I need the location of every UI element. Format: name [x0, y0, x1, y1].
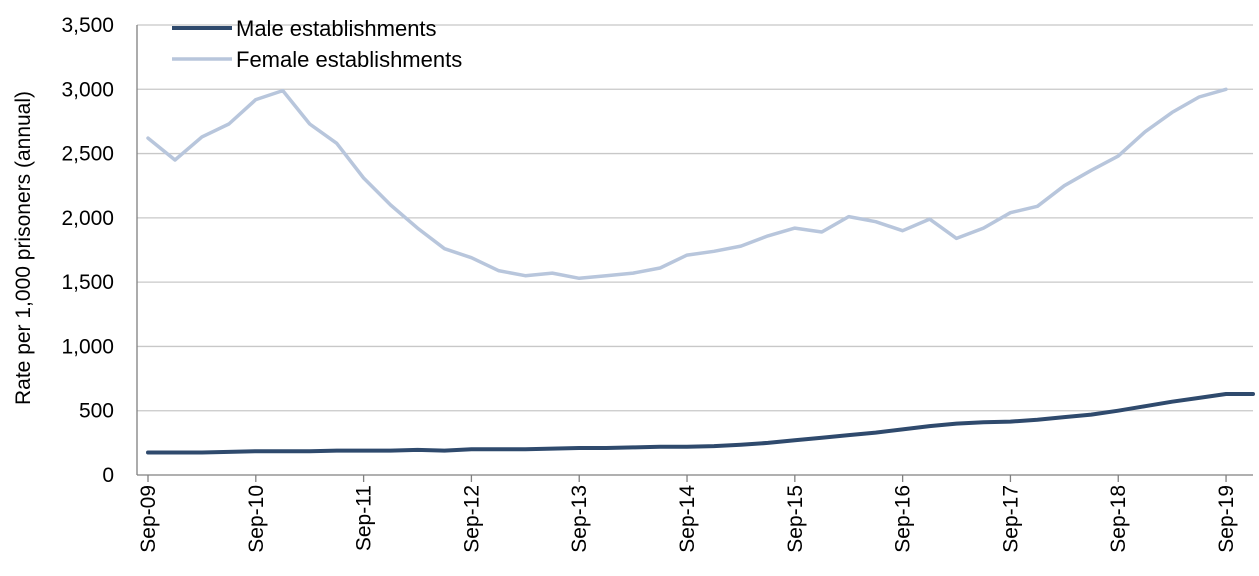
- y-tick-label: 0: [102, 464, 114, 487]
- x-tick-label: Sep-10: [245, 485, 268, 553]
- legend-label-male: Male establishments: [236, 16, 437, 41]
- x-tick-label: Sep-13: [568, 485, 591, 553]
- gridlines: [137, 24, 1253, 412]
- x-tick-label: Sep-12: [460, 485, 483, 553]
- x-tick-label: Sep-18: [1107, 485, 1130, 553]
- x-tick-label: Sep-09: [137, 485, 160, 553]
- x-tick-label: Sep-15: [784, 485, 807, 553]
- x-axis: Sep-09 Sep-10 Sep-11 Sep-12 Sep-13 Sep-14 Sep-…: [137, 474, 1253, 553]
- series-line-female: [146, 87, 1228, 281]
- y-tick-label: 1,000: [61, 335, 114, 358]
- x-tick-label: Sep-19: [1215, 485, 1238, 553]
- y-axis: 0 500 1,000 1,500 2,000 2,500 3,000 3,500: [61, 14, 138, 487]
- series-layer: [146, 87, 1255, 455]
- x-tick-label: Sep-11: [353, 485, 376, 551]
- x-tick-label: Sep-17: [999, 485, 1022, 553]
- y-tick-label: 2,500: [61, 143, 114, 166]
- y-tick-label: 1,500: [61, 271, 114, 294]
- y-axis-title: Rate per 1,000 prisoners (annual): [12, 91, 35, 405]
- y-tick-label: 2,000: [61, 207, 114, 230]
- x-tick-label: Sep-14: [676, 485, 699, 553]
- y-tick-label: 3,500: [61, 14, 114, 37]
- y-tick-label: 3,000: [61, 78, 114, 101]
- series-line-male: [146, 392, 1255, 455]
- y-tick-label: 500: [79, 400, 114, 423]
- legend-label-female: Female establishments: [236, 47, 462, 72]
- x-tick-label: Sep-16: [892, 485, 915, 553]
- legend: Male establishments Female establishments: [172, 16, 462, 72]
